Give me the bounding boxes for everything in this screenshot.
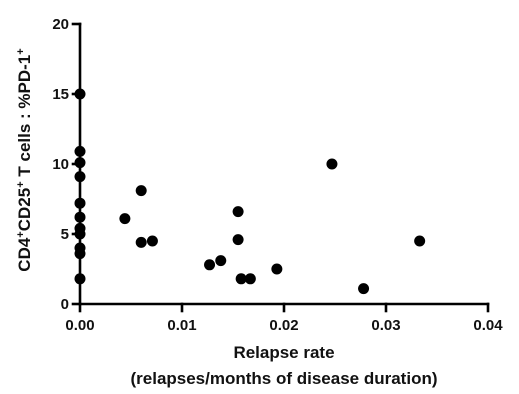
y-tick-label: 20 <box>52 16 69 33</box>
x-tick-label: 0.00 <box>65 317 94 334</box>
data-point <box>135 236 147 248</box>
x-axis-title: Relapse rate <box>233 343 334 362</box>
x-tick-label: 0.04 <box>473 317 503 334</box>
x-axis-ticks: 0.00 0.01 0.02 0.03 0.04 <box>65 302 503 334</box>
data-point <box>146 235 158 247</box>
data-point <box>232 234 244 246</box>
y-tick-label: 5 <box>61 226 69 243</box>
data-point <box>235 273 247 285</box>
y-title-part: CD25 <box>15 188 34 231</box>
data-point <box>326 158 338 170</box>
x-tick-label: 0.01 <box>167 317 196 334</box>
data-point <box>414 235 426 247</box>
data-point <box>119 213 131 225</box>
data-point <box>74 171 86 183</box>
data-point <box>215 255 227 267</box>
data-point <box>74 228 86 240</box>
y-tick-label: 10 <box>52 156 69 173</box>
y-tick-label: 0 <box>61 296 69 313</box>
data-point <box>74 273 86 285</box>
data-point <box>74 211 86 223</box>
data-point <box>232 206 244 218</box>
x-tick-label: 0.03 <box>371 317 400 334</box>
data-point <box>74 197 86 209</box>
data-point <box>74 248 86 260</box>
data-point <box>271 263 283 275</box>
data-point <box>135 185 147 197</box>
data-point <box>244 273 256 285</box>
y-title-superscript: + <box>15 48 27 54</box>
y-title-superscript: + <box>15 181 27 187</box>
y-title-superscript: + <box>15 231 27 237</box>
data-point <box>74 88 86 100</box>
y-axis-ticks: 0 5 10 15 20 <box>52 16 82 313</box>
x-axis-subtitle: (relapses/months of disease duration) <box>130 369 437 388</box>
y-axis-title: CD4+CD25+ T cells : %PD-1+ <box>15 48 34 271</box>
y-tick-label: 15 <box>52 86 69 103</box>
x-tick-label: 0.02 <box>269 317 298 334</box>
y-title-part: T cells : %PD-1 <box>15 55 34 182</box>
y-title-part: CD4 <box>15 237 34 272</box>
data-point <box>358 283 370 295</box>
data-point <box>204 259 216 271</box>
data-points <box>74 88 426 295</box>
data-point <box>74 145 86 157</box>
data-point <box>74 157 86 169</box>
